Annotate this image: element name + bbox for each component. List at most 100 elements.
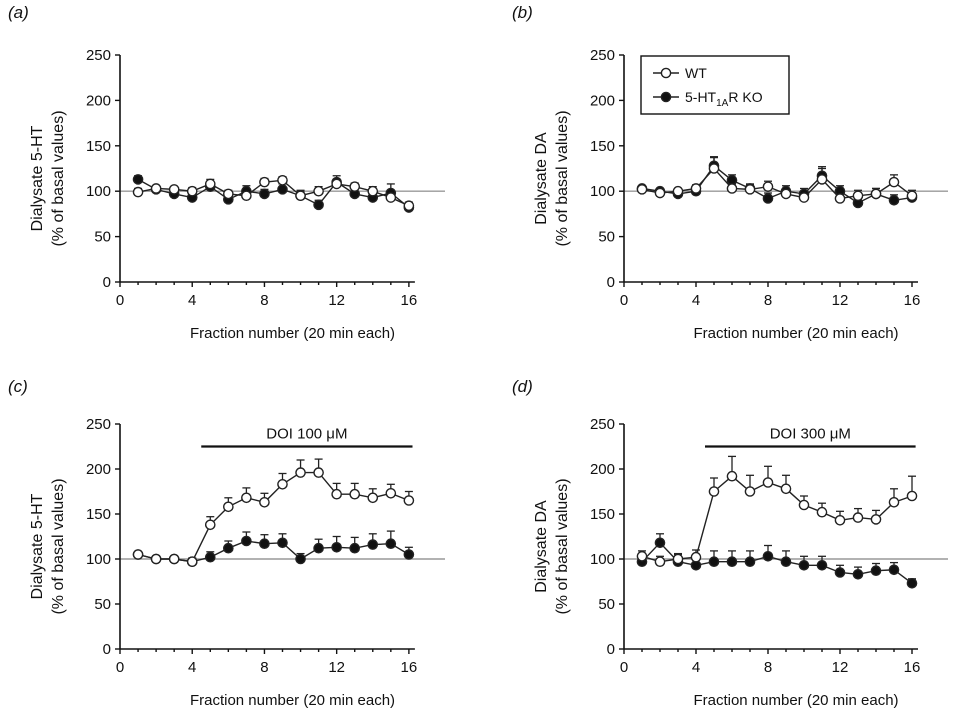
y-tick-label: 100: [590, 551, 615, 568]
y-tick-label: 50: [94, 596, 111, 613]
x-tick-label: 0: [620, 292, 628, 309]
wt-data-point: [403, 200, 415, 212]
y-axis-title-line1: Dialysate 5-HT: [29, 493, 46, 599]
wt-data-point: [834, 193, 846, 204]
x-tick-label: 0: [116, 659, 124, 676]
wt-data-point: [204, 178, 216, 190]
wt-data-point: [870, 514, 882, 525]
wt-data-point: [834, 515, 846, 526]
panel-c: (c) 0 50 100 150 200 250 0 4 8 12 16 Fraction number…: [8, 377, 445, 709]
legend: WT 5-HT1AR KO: [640, 55, 790, 115]
drug-label: DOI 100 μM: [266, 426, 347, 443]
y-tick-label: 150: [590, 138, 615, 155]
wt-data-point: [870, 188, 882, 200]
wt-data-point: [150, 553, 162, 565]
ko-series-line: [641, 164, 913, 204]
x-tick-label: 12: [328, 292, 345, 309]
wt-data-point: [132, 549, 144, 560]
y-axis-title-line1: Dialysate DA: [533, 132, 550, 225]
ko-data-point: [259, 188, 270, 200]
y-tick-label: 250: [86, 47, 111, 64]
x-tick-label: 16: [904, 659, 921, 676]
wt-series-line: [641, 167, 913, 200]
y-tick-label: 200: [590, 92, 615, 109]
wt-data-point: [403, 495, 415, 506]
wt-data-point: [654, 187, 666, 199]
ko-data-point: [132, 174, 144, 185]
ko-series-line: [641, 541, 913, 584]
y-axis-title-line2: (% of basal values): [50, 110, 67, 246]
wt-data-point: [367, 185, 379, 197]
x-tick-label: 8: [260, 292, 268, 309]
legend-ko-label-tail: R KO: [728, 89, 762, 105]
wt-data-point: [259, 176, 270, 188]
y-axis-title-line2: (% of basal values): [554, 110, 571, 246]
wt-data-point: [726, 183, 738, 194]
wt-data-point: [313, 467, 324, 478]
legend-wt-label: WT: [685, 65, 707, 81]
wt-data-point: [744, 486, 756, 497]
ko-data-point: [403, 549, 415, 560]
ko-data-point: [349, 542, 361, 554]
ko-data-point: [385, 538, 397, 550]
wt-data-point: [150, 183, 162, 194]
wt-data-point: [385, 192, 397, 203]
wt-data-point: [241, 492, 252, 504]
wt-data-point: [367, 492, 379, 504]
panel-label: (d): [512, 377, 533, 396]
x-axis-title: Fraction number (20 min each): [693, 692, 898, 709]
ko-data-point: [888, 564, 900, 576]
y-tick-label: 200: [86, 92, 111, 109]
x-tick-label: 4: [188, 659, 196, 676]
y-tick-label: 250: [590, 416, 615, 433]
ko-data-point: [708, 556, 720, 568]
x-tick-label: 16: [904, 292, 921, 309]
wt-data-point: [636, 184, 648, 195]
wt-data-point: [690, 551, 702, 563]
drug-label: DOI 300 μM: [770, 426, 851, 443]
ko-data-point: [726, 556, 738, 568]
wt-data-point: [223, 501, 234, 513]
y-tick-label: 0: [607, 274, 615, 291]
wt-data-point: [654, 556, 666, 568]
ko-data-point: [870, 565, 882, 577]
wt-data-point: [295, 467, 306, 478]
wt-data-point: [780, 483, 792, 495]
wt-data-point: [331, 178, 342, 190]
legend-ko-marker: [660, 91, 672, 103]
legend-box: [640, 55, 790, 115]
legend-ko-label: 5-HT1AR KO: [685, 89, 763, 109]
wt-data-point: [331, 488, 342, 500]
ko-series-line: [137, 178, 410, 209]
x-tick-label: 12: [832, 292, 849, 309]
y-tick-label: 100: [86, 551, 111, 568]
wt-data-point: [313, 185, 324, 197]
wt-data-point: [906, 490, 918, 502]
panel-label: (b): [512, 3, 533, 22]
wt-data-point: [798, 499, 810, 511]
y-tick-label: 0: [607, 641, 615, 658]
y-tick-label: 50: [94, 229, 111, 246]
wt-series-line: [137, 179, 410, 207]
wt-data-point: [672, 185, 684, 197]
x-tick-label: 0: [620, 659, 628, 676]
x-tick-label: 16: [401, 659, 418, 676]
legend-wt-marker: [660, 67, 672, 79]
legend-ko-label-main: 5-HT: [685, 89, 717, 105]
panel-d: (d) 0 50 100 150 200 250 0 4 8 12 16 Fraction number…: [512, 377, 948, 709]
y-tick-label: 100: [86, 183, 111, 200]
x-axis-title: Fraction number (20 min each): [190, 325, 395, 342]
x-axis-title: Fraction number (20 min each): [693, 325, 898, 342]
wt-data-point: [295, 190, 306, 202]
wt-data-point: [168, 553, 180, 565]
ko-data-point: [313, 542, 324, 554]
ko-data-point: [277, 184, 288, 195]
y-tick-label: 50: [598, 229, 615, 246]
panel-label: (c): [8, 377, 28, 396]
y-axis-title-line2: (% of basal values): [50, 478, 67, 614]
ko-data-point: [331, 542, 342, 553]
ko-data-point: [906, 578, 918, 589]
ko-data-point: [654, 537, 666, 549]
ko-data-point: [780, 556, 792, 568]
